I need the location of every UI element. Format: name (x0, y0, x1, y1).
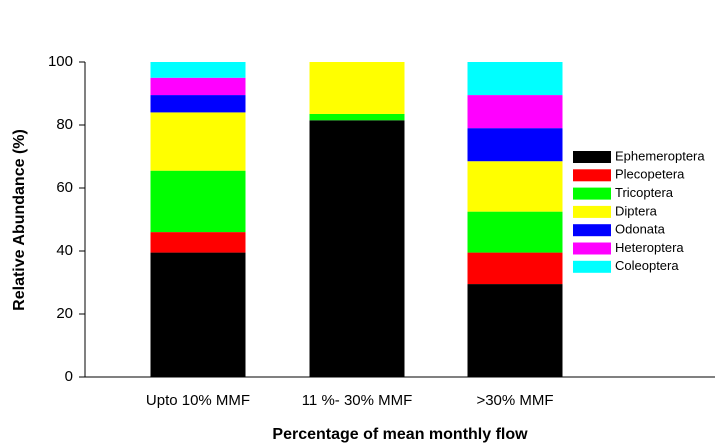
legend-label: Diptera (615, 203, 658, 218)
bar-segment (467, 252, 563, 285)
bar-segment (150, 252, 246, 377)
legend-label: Odonata (615, 222, 666, 237)
y-tick-label: 40 (56, 242, 73, 259)
y-tick-label: 0 (65, 368, 73, 385)
bar-segment (467, 128, 563, 162)
bar-segment (150, 77, 246, 96)
legend-swatch (573, 151, 611, 163)
x-axis-title: Percentage of mean monthly flow (272, 426, 528, 443)
y-tick-label: 80 (56, 116, 73, 133)
legend-label: Ephemeroptera (615, 148, 705, 163)
bar-segment (150, 232, 246, 253)
legend-swatch (573, 242, 611, 255)
y-tick-label: 100 (48, 53, 73, 70)
bar-segment (467, 62, 563, 96)
legend-swatch (573, 169, 611, 182)
y-tick-label: 20 (56, 305, 73, 322)
y-axis-title: Relative Abundance (%) (11, 129, 28, 311)
legend-label: Tricoptera (615, 185, 674, 200)
legend-label: Coleoptera (615, 258, 679, 273)
x-tick-label: >30% MMF (476, 392, 553, 409)
bar-segment (309, 120, 405, 378)
legend-label: Plecopetera (615, 167, 685, 182)
bar-segment (467, 211, 563, 253)
legend-label: Heteroptera (615, 240, 684, 255)
bar-segment (150, 112, 246, 171)
legend-swatch (573, 205, 611, 218)
bar-segment (309, 62, 405, 114)
bar-segment (150, 170, 246, 233)
legend-swatch (573, 260, 611, 273)
bar-segment (150, 95, 246, 113)
bar-segment (467, 95, 563, 129)
legend-swatch (573, 224, 611, 237)
bar-segment (467, 161, 563, 212)
bar-segment (150, 62, 246, 78)
y-tick-label: 60 (56, 179, 73, 196)
legend-swatch (573, 187, 611, 200)
x-tick-label: 11 %- 30% MMF (302, 392, 413, 409)
bar-segment (309, 113, 405, 121)
x-tick-label: Upto 10% MMF (146, 392, 250, 409)
bar-segment (467, 284, 563, 377)
